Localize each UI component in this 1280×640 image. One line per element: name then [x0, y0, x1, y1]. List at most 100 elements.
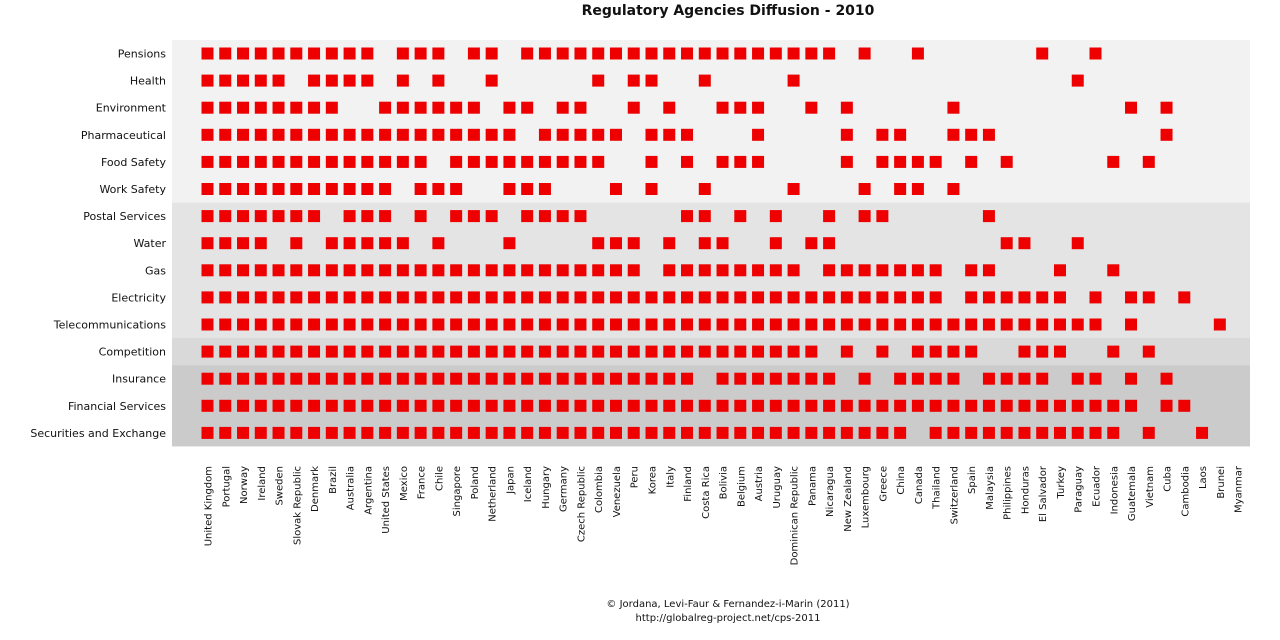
row-label: Securities and Exchange: [30, 427, 166, 440]
heatmap-cell: [201, 264, 214, 277]
heatmap-cell: [1089, 372, 1102, 385]
heatmap-cell: [219, 345, 232, 358]
heatmap-cell: [503, 345, 516, 358]
heatmap-cell: [450, 155, 463, 168]
row-label: Work Safety: [99, 183, 166, 196]
heatmap-cell: [1142, 426, 1155, 439]
heatmap-cell: [503, 372, 516, 385]
heatmap-cell: [1018, 372, 1031, 385]
heatmap-cell: [379, 128, 392, 141]
heatmap-cell: [414, 318, 427, 331]
heatmap-cell: [432, 74, 445, 87]
heatmap-cell: [290, 237, 303, 250]
heatmap-cell: [1000, 399, 1013, 412]
heatmap-cell: [290, 183, 303, 195]
heatmap-cell: [734, 47, 747, 60]
column-label: Luxembourg: [861, 466, 872, 528]
heatmap-cell: [432, 318, 445, 331]
heatmap-cell: [343, 128, 356, 141]
heatmap-cell: [361, 372, 374, 385]
heatmap-cell: [858, 264, 871, 277]
heatmap-cell: [663, 128, 676, 141]
column-label: United States: [381, 466, 392, 534]
heatmap-cell: [272, 155, 285, 168]
heatmap-cell: [432, 237, 445, 250]
heatmap-cell: [858, 210, 871, 223]
heatmap-cell: [272, 399, 285, 412]
heatmap-cell: [1107, 345, 1120, 358]
heatmap-cell: [769, 426, 782, 439]
heatmap-cell: [716, 426, 729, 439]
column-label: Italy: [665, 466, 676, 488]
heatmap-cell: [414, 426, 427, 439]
heatmap-cell: [982, 291, 995, 304]
heatmap-cell: [201, 47, 214, 60]
row-label: Competition: [99, 346, 166, 359]
heatmap-cell: [485, 47, 498, 60]
heatmap-cell: [876, 291, 889, 304]
heatmap-cell: [716, 291, 729, 304]
heatmap-cell: [254, 183, 267, 195]
heatmap-cell: [396, 291, 409, 304]
heatmap-cell: [965, 426, 978, 439]
heatmap-cell: [237, 264, 250, 277]
heatmap-cell: [325, 399, 338, 412]
heatmap-cell: [1053, 264, 1066, 277]
heatmap-cell: [1018, 345, 1031, 358]
heatmap-cell: [219, 183, 232, 195]
row-label: Health: [130, 75, 166, 88]
heatmap-cell: [574, 155, 587, 168]
heatmap-cell: [1089, 291, 1102, 304]
heatmap-cell: [325, 264, 338, 277]
heatmap-cell: [219, 291, 232, 304]
column-label: Brazil: [328, 466, 339, 494]
heatmap-cell: [645, 345, 658, 358]
heatmap-cell: [574, 372, 587, 385]
heatmap-cell: [450, 101, 463, 114]
heatmap-cell: [503, 128, 516, 141]
column-label: Poland: [470, 466, 481, 499]
row-label: Food Safety: [101, 156, 167, 169]
column-label: Greece: [878, 466, 889, 502]
heatmap-cell: [272, 291, 285, 304]
heatmap-cell: [681, 264, 694, 277]
heatmap-cell: [1071, 74, 1084, 87]
heatmap-cell: [929, 291, 942, 304]
heatmap-cell: [681, 291, 694, 304]
heatmap-cell: [734, 318, 747, 331]
heatmap-cell: [414, 291, 427, 304]
heatmap-cell: [716, 155, 729, 168]
heatmap-cell: [1036, 426, 1049, 439]
heatmap-cell: [1213, 318, 1226, 331]
heatmap-cell: [769, 372, 782, 385]
heatmap-cell: [982, 318, 995, 331]
heatmap-cell: [290, 210, 303, 223]
heatmap-cell: [237, 183, 250, 195]
column-label: Sweden: [275, 466, 286, 506]
heatmap-cell: [947, 128, 960, 141]
heatmap-cell: [911, 291, 924, 304]
heatmap-cell: [325, 345, 338, 358]
heatmap-cell: [272, 264, 285, 277]
heatmap-cell: [734, 264, 747, 277]
heatmap-cell: [1107, 426, 1120, 439]
heatmap-cell: [432, 345, 445, 358]
heatmap-cell: [769, 47, 782, 60]
heatmap-cell: [574, 101, 587, 114]
column-label: Singapore: [452, 466, 463, 516]
heatmap-cell: [219, 210, 232, 223]
heatmap-cell: [379, 345, 392, 358]
heatmap-cell: [254, 128, 267, 141]
heatmap-cell: [574, 128, 587, 141]
heatmap-cell: [450, 291, 463, 304]
heatmap-cell: [716, 47, 729, 60]
heatmap-cell: [254, 372, 267, 385]
heatmap-cell: [627, 426, 640, 439]
column-label: Japan: [505, 466, 516, 495]
heatmap-cell: [485, 74, 498, 87]
heatmap-cell: [609, 237, 622, 250]
heatmap-cell: [450, 264, 463, 277]
heatmap-cell: [343, 264, 356, 277]
heatmap-cell: [947, 345, 960, 358]
heatmap-cell: [503, 291, 516, 304]
